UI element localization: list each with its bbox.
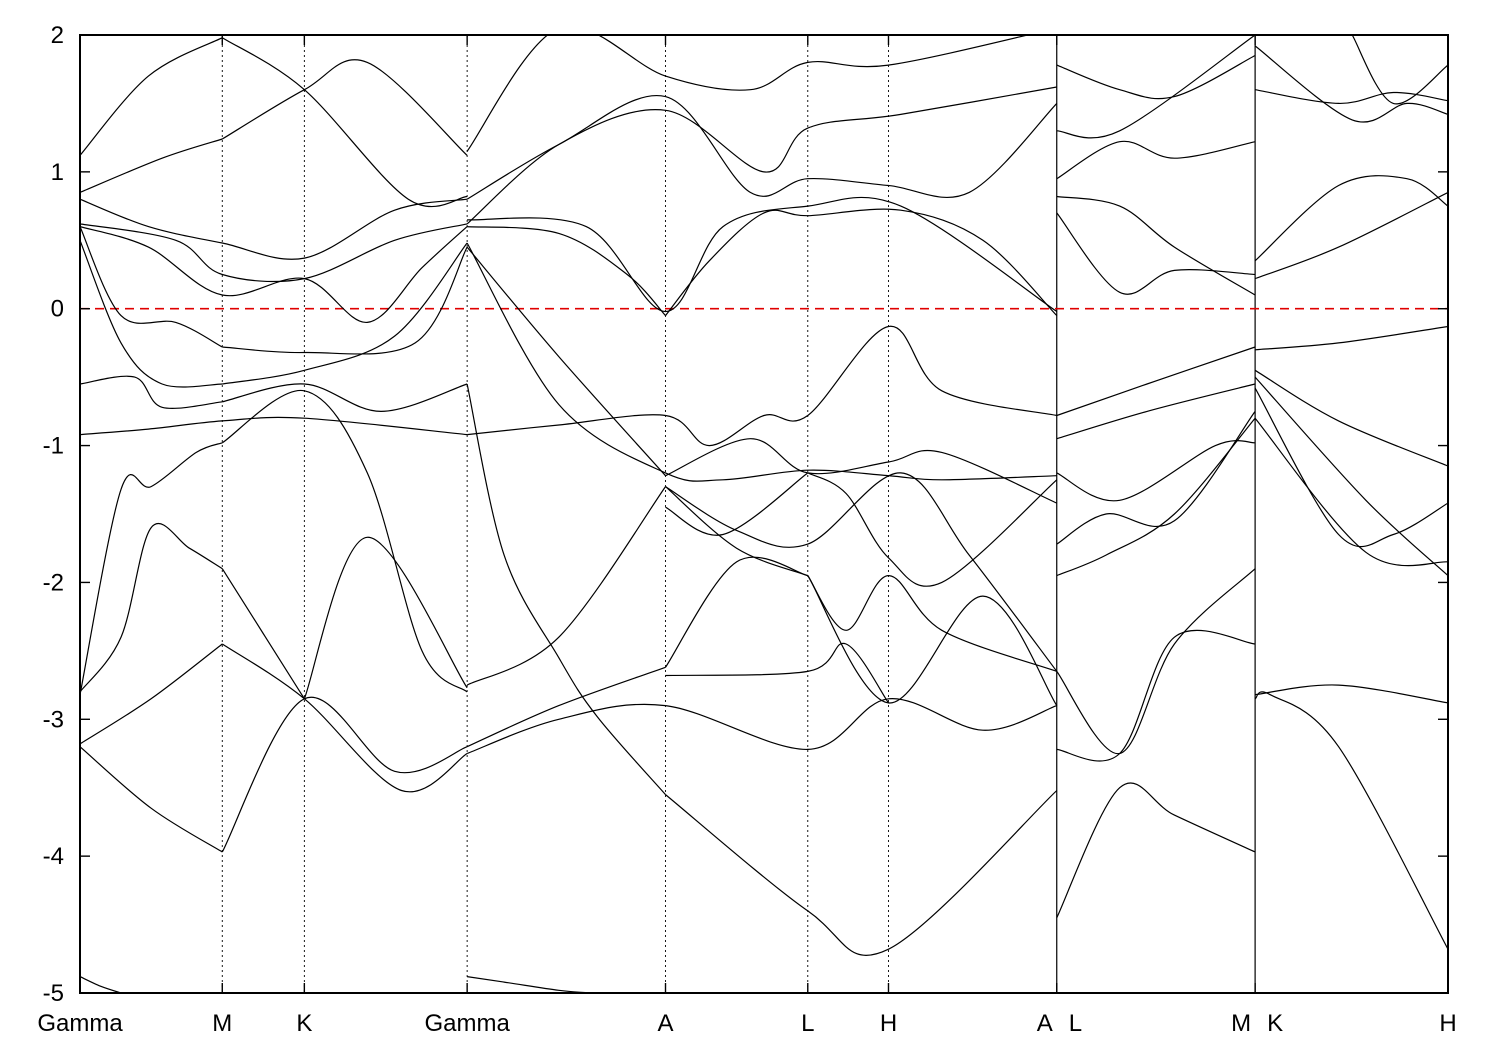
band-curve [80, 138, 223, 193]
band-curve [665, 642, 889, 704]
x-tick-label-l: L [801, 1010, 814, 1037]
band-curve [466, 242, 1057, 482]
band-curve [467, 976, 666, 993]
band-curve [1254, 387, 1448, 548]
x-tick-label-h: H [880, 1010, 897, 1037]
band-curve [221, 59, 468, 156]
band-curve [1056, 54, 1256, 100]
x-tick-label-gamma: Gamma [424, 1010, 510, 1037]
kpoint-guides [221, 35, 1256, 993]
band-curve [80, 643, 223, 745]
band-curve [466, 35, 1031, 152]
band-curve [1254, 691, 1448, 950]
band-curve [1056, 568, 1256, 755]
band-curve [80, 375, 223, 409]
band-curve [1254, 191, 1448, 280]
band-curve [222, 383, 468, 413]
band-curve [665, 472, 809, 536]
band-curve [467, 325, 1057, 447]
band-curve [80, 226, 468, 324]
y-tick-label: -1 [43, 433, 64, 460]
band-curve [1056, 35, 1256, 139]
band-curve [1254, 369, 1448, 467]
band-curve [80, 416, 468, 436]
band-curve [221, 643, 468, 793]
band-curve [80, 976, 122, 993]
band-curve [1056, 629, 1256, 762]
band-curve [222, 246, 468, 355]
band-curve [807, 575, 1058, 706]
x-tick-label-h: H [1439, 1010, 1456, 1037]
x-tick-label-m: M [1231, 1010, 1251, 1037]
band-curve [222, 242, 468, 385]
band-curve [466, 666, 666, 748]
band-curve [665, 790, 1058, 956]
band-curve [80, 746, 223, 853]
band-curve [1056, 440, 1256, 502]
band-curve [1254, 45, 1448, 123]
y-tick-label: -2 [43, 569, 64, 596]
band-curve [1255, 684, 1448, 704]
band-curve [807, 574, 1058, 672]
band-curve [1255, 89, 1448, 105]
band-curve [665, 472, 1058, 672]
band-curve [467, 196, 1058, 313]
band-curve [466, 94, 1058, 200]
band-curve [80, 442, 223, 695]
y-tick-label: 0 [51, 296, 64, 323]
band-curve [665, 556, 808, 668]
band-curve [221, 568, 305, 700]
y-tick-label: -3 [43, 706, 64, 733]
x-tick-label-a: A [657, 1010, 673, 1037]
x-tick-label-k: K [296, 1010, 312, 1037]
band-curve [1056, 140, 1256, 180]
band-curve [1056, 195, 1256, 296]
y-tick-label: -5 [43, 980, 64, 1007]
x-tick-label-a: A [1037, 1010, 1053, 1037]
x-tick-label-gamma: Gamma [37, 1010, 123, 1037]
band-curve [80, 226, 223, 348]
band-curve [80, 198, 468, 260]
plot-frame [79, 34, 1449, 994]
band-curve [1056, 411, 1256, 545]
band-curve [80, 37, 223, 156]
band-curve [1255, 325, 1448, 351]
band-curve [466, 246, 666, 477]
band-curve [1254, 417, 1448, 567]
band-curve [467, 226, 666, 317]
band-curve [665, 438, 1058, 504]
band-curve [665, 486, 809, 577]
y-tick-label: -4 [43, 843, 64, 870]
band-curve [303, 536, 468, 700]
y-tick-label: 2 [51, 22, 64, 49]
band-curve [80, 240, 223, 388]
y-tick-labels: -5 -4 -3 -2 -1 0 1 2 [43, 22, 64, 1007]
band-curve [80, 223, 468, 283]
x-tick-label-m: M [212, 1010, 232, 1037]
band-curve [221, 37, 468, 208]
band-curve [1056, 346, 1256, 417]
band-curve [466, 383, 666, 795]
x-tick-label-l: L [1069, 1010, 1082, 1037]
band-curve [80, 522, 223, 693]
band-curve [1254, 376, 1448, 577]
band-lines [80, 35, 1448, 993]
band-curve [221, 390, 468, 693]
band-curve [1056, 212, 1256, 295]
band-curve [665, 208, 1058, 317]
band-curve [1254, 175, 1448, 262]
axes [79, 34, 1449, 994]
band-curve [466, 86, 1057, 225]
band-curve [807, 472, 1058, 587]
y-tick-label: 1 [51, 159, 64, 186]
band-curve [1056, 383, 1256, 440]
band-curve [1056, 782, 1256, 918]
x-tick-labels: Gamma M K Gamma A L H A L M K H [37, 1010, 1456, 1037]
x-tick-label-k: K [1267, 1010, 1283, 1037]
band-curve [466, 486, 666, 686]
band-curve [466, 698, 1057, 755]
band-curve [1351, 35, 1448, 105]
band-curve [221, 696, 468, 853]
